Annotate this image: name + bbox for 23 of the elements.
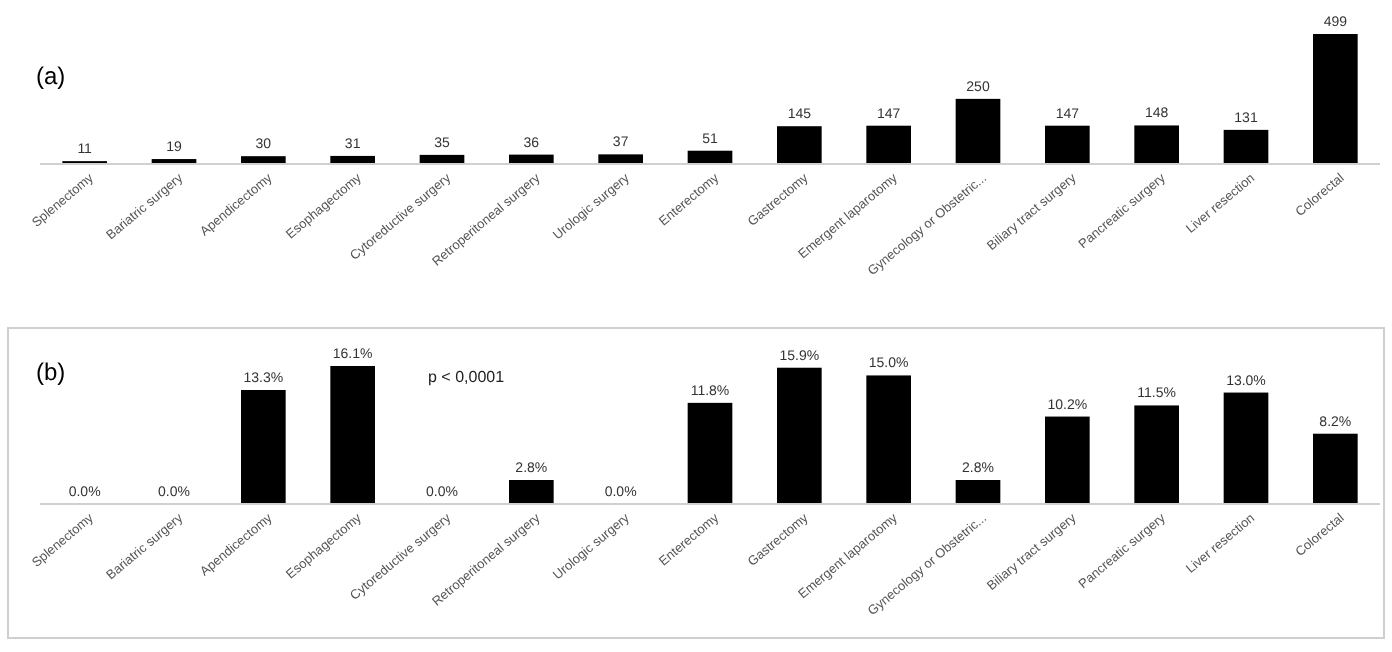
bar: [1134, 405, 1179, 504]
bar: [1223, 129, 1269, 164]
bar: [866, 125, 911, 164]
bar: [1045, 125, 1090, 164]
bar: [777, 367, 822, 504]
bar: [509, 480, 554, 504]
bar: [687, 402, 733, 504]
bar: [866, 375, 911, 504]
bar: [1045, 416, 1090, 504]
bar: [1313, 433, 1358, 504]
annotation: p < 0,0001: [428, 368, 506, 386]
bar: [598, 154, 643, 164]
bar: [241, 156, 286, 164]
bar: [777, 126, 822, 164]
text: (a): [36, 62, 66, 90]
bar: [1223, 392, 1269, 504]
chart-title: (b): [36, 358, 66, 386]
bar: [330, 366, 375, 504]
bar: [1134, 125, 1179, 164]
bar: [241, 390, 286, 504]
bar: [955, 98, 1001, 164]
bar: [955, 480, 1001, 504]
bar: [1313, 34, 1358, 164]
